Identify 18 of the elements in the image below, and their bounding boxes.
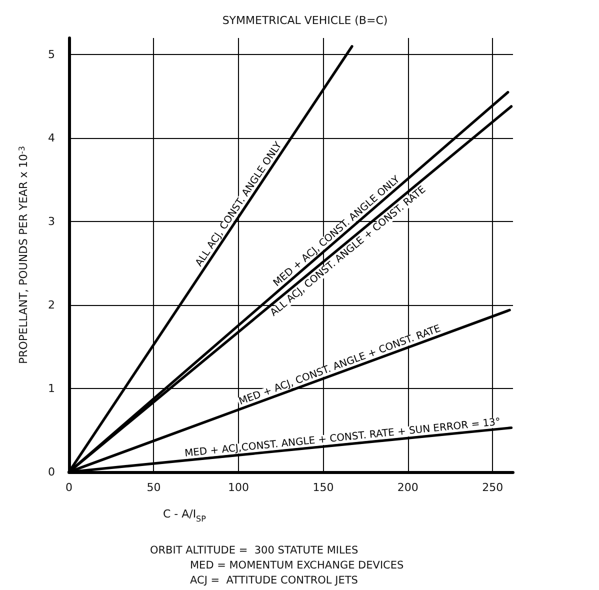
x-tick-label: 150 <box>312 481 334 494</box>
y-tick-label: 3 <box>48 215 55 228</box>
y-tick-label: 5 <box>48 48 55 62</box>
x-tick-label: 100 <box>228 481 249 494</box>
x-tick-label: 200 <box>397 481 418 494</box>
y-tick-label: 1 <box>48 382 55 396</box>
x-tick-label: 250 <box>482 481 504 494</box>
chart-title: SYMMETRICAL VEHICLE (B=C) <box>222 14 388 27</box>
y-tick-label: 0 <box>48 466 55 478</box>
y-tick-label: 4 <box>48 132 55 145</box>
y-axis-title: PROPELLANT, POUNDS PER YEAR x 10-3 <box>17 146 30 364</box>
text: MED = MOMENTUM EXCHANGE DEVICES <box>190 560 404 572</box>
x-tick-label: 50 <box>146 481 161 494</box>
x-tick-label: 0 <box>66 481 72 494</box>
text: ACJ = ATTITUDE CONTROL JETS <box>190 574 358 586</box>
text: MED + ACJ,CONST. ANGLE + CONST. RATE + SUN ERROR = 13° <box>184 416 502 460</box>
text: ORBIT ALTITUDE = 300 STATUTE MILES <box>150 544 358 556</box>
y-tick-label: 2 <box>48 298 55 312</box>
